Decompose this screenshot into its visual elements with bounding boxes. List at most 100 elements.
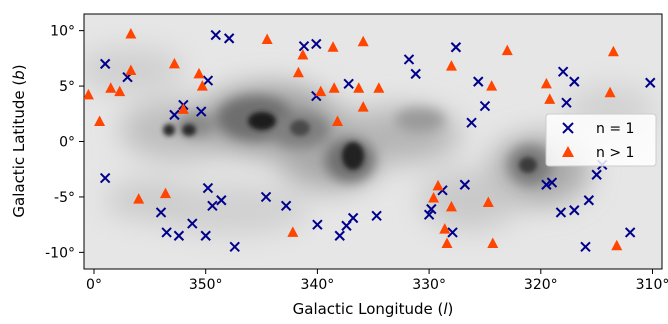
point-x-marker	[473, 76, 484, 87]
series-n-greater-1	[84, 27, 623, 251]
point-x-marker	[555, 207, 567, 218]
point-x-marker	[334, 230, 345, 241]
point-x-marker	[210, 29, 221, 41]
point-x-marker	[583, 195, 595, 206]
point-triangle-marker	[373, 82, 385, 93]
legend-box	[545, 113, 657, 167]
legend-marker-triangle	[562, 146, 574, 157]
point-x-marker	[311, 38, 322, 50]
point-triangle-marker	[445, 60, 457, 71]
data-points	[84, 27, 656, 253]
point-x-marker	[312, 219, 323, 230]
point-triangle-marker	[357, 101, 369, 112]
x-tick-label: 0°	[86, 277, 102, 293]
point-x-marker	[423, 209, 435, 220]
y-tick-label: 0°	[59, 135, 75, 151]
point-x-marker	[155, 207, 167, 218]
point-x-marker	[99, 58, 111, 70]
x-tick-label: 320°	[524, 277, 558, 293]
point-x-marker	[447, 227, 458, 238]
point-triangle-marker	[261, 33, 273, 44]
point-triangle-marker	[125, 64, 137, 76]
point-x-marker	[223, 33, 235, 44]
point-x-marker	[280, 200, 292, 212]
point-x-marker	[450, 42, 462, 53]
point-x-marker	[541, 179, 552, 190]
point-triangle-marker	[193, 67, 205, 79]
point-x-marker	[202, 75, 214, 86]
point-triangle-marker	[177, 103, 189, 114]
point-triangle-marker	[133, 193, 145, 204]
point-x-marker	[173, 230, 185, 241]
point-x-marker	[546, 177, 558, 188]
point-triangle-marker	[332, 115, 344, 127]
point-triangle-marker	[114, 85, 126, 97]
point-x-marker	[343, 78, 354, 90]
point-triangle-marker	[159, 187, 171, 199]
point-x-marker	[161, 227, 172, 238]
point-x-marker	[169, 109, 180, 121]
point-triangle-marker	[196, 80, 208, 91]
point-x-marker	[569, 76, 580, 87]
point-x-marker	[207, 200, 218, 212]
x-tick-label: 330°	[412, 277, 446, 293]
point-x-marker	[466, 117, 477, 128]
point-triangle-marker	[441, 237, 453, 248]
x-tick-label: 340°	[301, 277, 335, 293]
point-x-marker	[459, 179, 471, 190]
point-triangle-marker	[428, 192, 440, 203]
point-triangle-marker	[445, 200, 457, 212]
point-triangle-marker	[297, 49, 309, 60]
point-triangle-marker	[84, 88, 94, 100]
point-x-marker	[202, 182, 214, 194]
point-x-marker	[347, 212, 359, 224]
legend-label-n1: n = 1	[596, 121, 634, 137]
legend-label-ngt1: n > 1	[596, 145, 634, 161]
point-x-marker	[591, 169, 602, 180]
x-axis-ticks: 0° 350° 340° 330° 320° 310°	[86, 269, 668, 293]
point-triangle-marker	[315, 85, 327, 97]
point-triangle-marker	[105, 82, 117, 93]
point-x-marker	[561, 97, 572, 108]
point-triangle-marker	[357, 35, 369, 47]
point-x-marker	[99, 172, 111, 184]
point-triangle-marker	[486, 80, 498, 91]
point-triangle-marker	[501, 44, 513, 56]
y-tick-label: -10°	[45, 245, 75, 261]
y-tick-label: -5°	[54, 190, 75, 206]
point-triangle-marker	[353, 82, 365, 93]
y-axis-label: Galactic Latitude (b)	[10, 64, 28, 217]
point-x-marker	[371, 210, 382, 221]
point-x-marker	[410, 68, 421, 80]
point-triangle-marker	[540, 77, 552, 89]
point-x-marker	[200, 230, 211, 241]
point-x-marker	[403, 54, 415, 65]
point-triangle-marker	[168, 57, 180, 69]
point-triangle-marker	[607, 45, 619, 57]
point-triangle-marker	[439, 223, 451, 234]
point-x-marker	[187, 218, 198, 229]
point-triangle-marker	[328, 82, 340, 93]
legend: n = 1 n > 1	[545, 113, 657, 167]
y-tick-label: 10°	[50, 24, 75, 40]
point-triangle-marker	[327, 41, 339, 52]
point-triangle-marker	[604, 86, 616, 98]
legend-marker-x	[562, 122, 574, 134]
y-axis-ticks: 10° 5° 0° -5° -10°	[45, 24, 84, 261]
point-x-marker	[426, 203, 437, 215]
point-x-marker	[624, 227, 636, 238]
point-x-marker	[229, 241, 240, 253]
x-axis-label: Galactic Longitude (l)	[293, 300, 454, 318]
point-x-marker	[645, 77, 656, 88]
point-x-marker	[196, 106, 207, 117]
point-x-marker	[569, 205, 580, 216]
point-x-marker	[479, 100, 491, 112]
point-triangle-marker	[94, 115, 106, 127]
point-triangle-marker	[432, 179, 444, 191]
point-triangle-marker	[544, 93, 556, 104]
point-x-marker	[260, 191, 272, 203]
point-triangle-marker	[487, 237, 499, 248]
point-triangle-marker	[482, 196, 494, 207]
